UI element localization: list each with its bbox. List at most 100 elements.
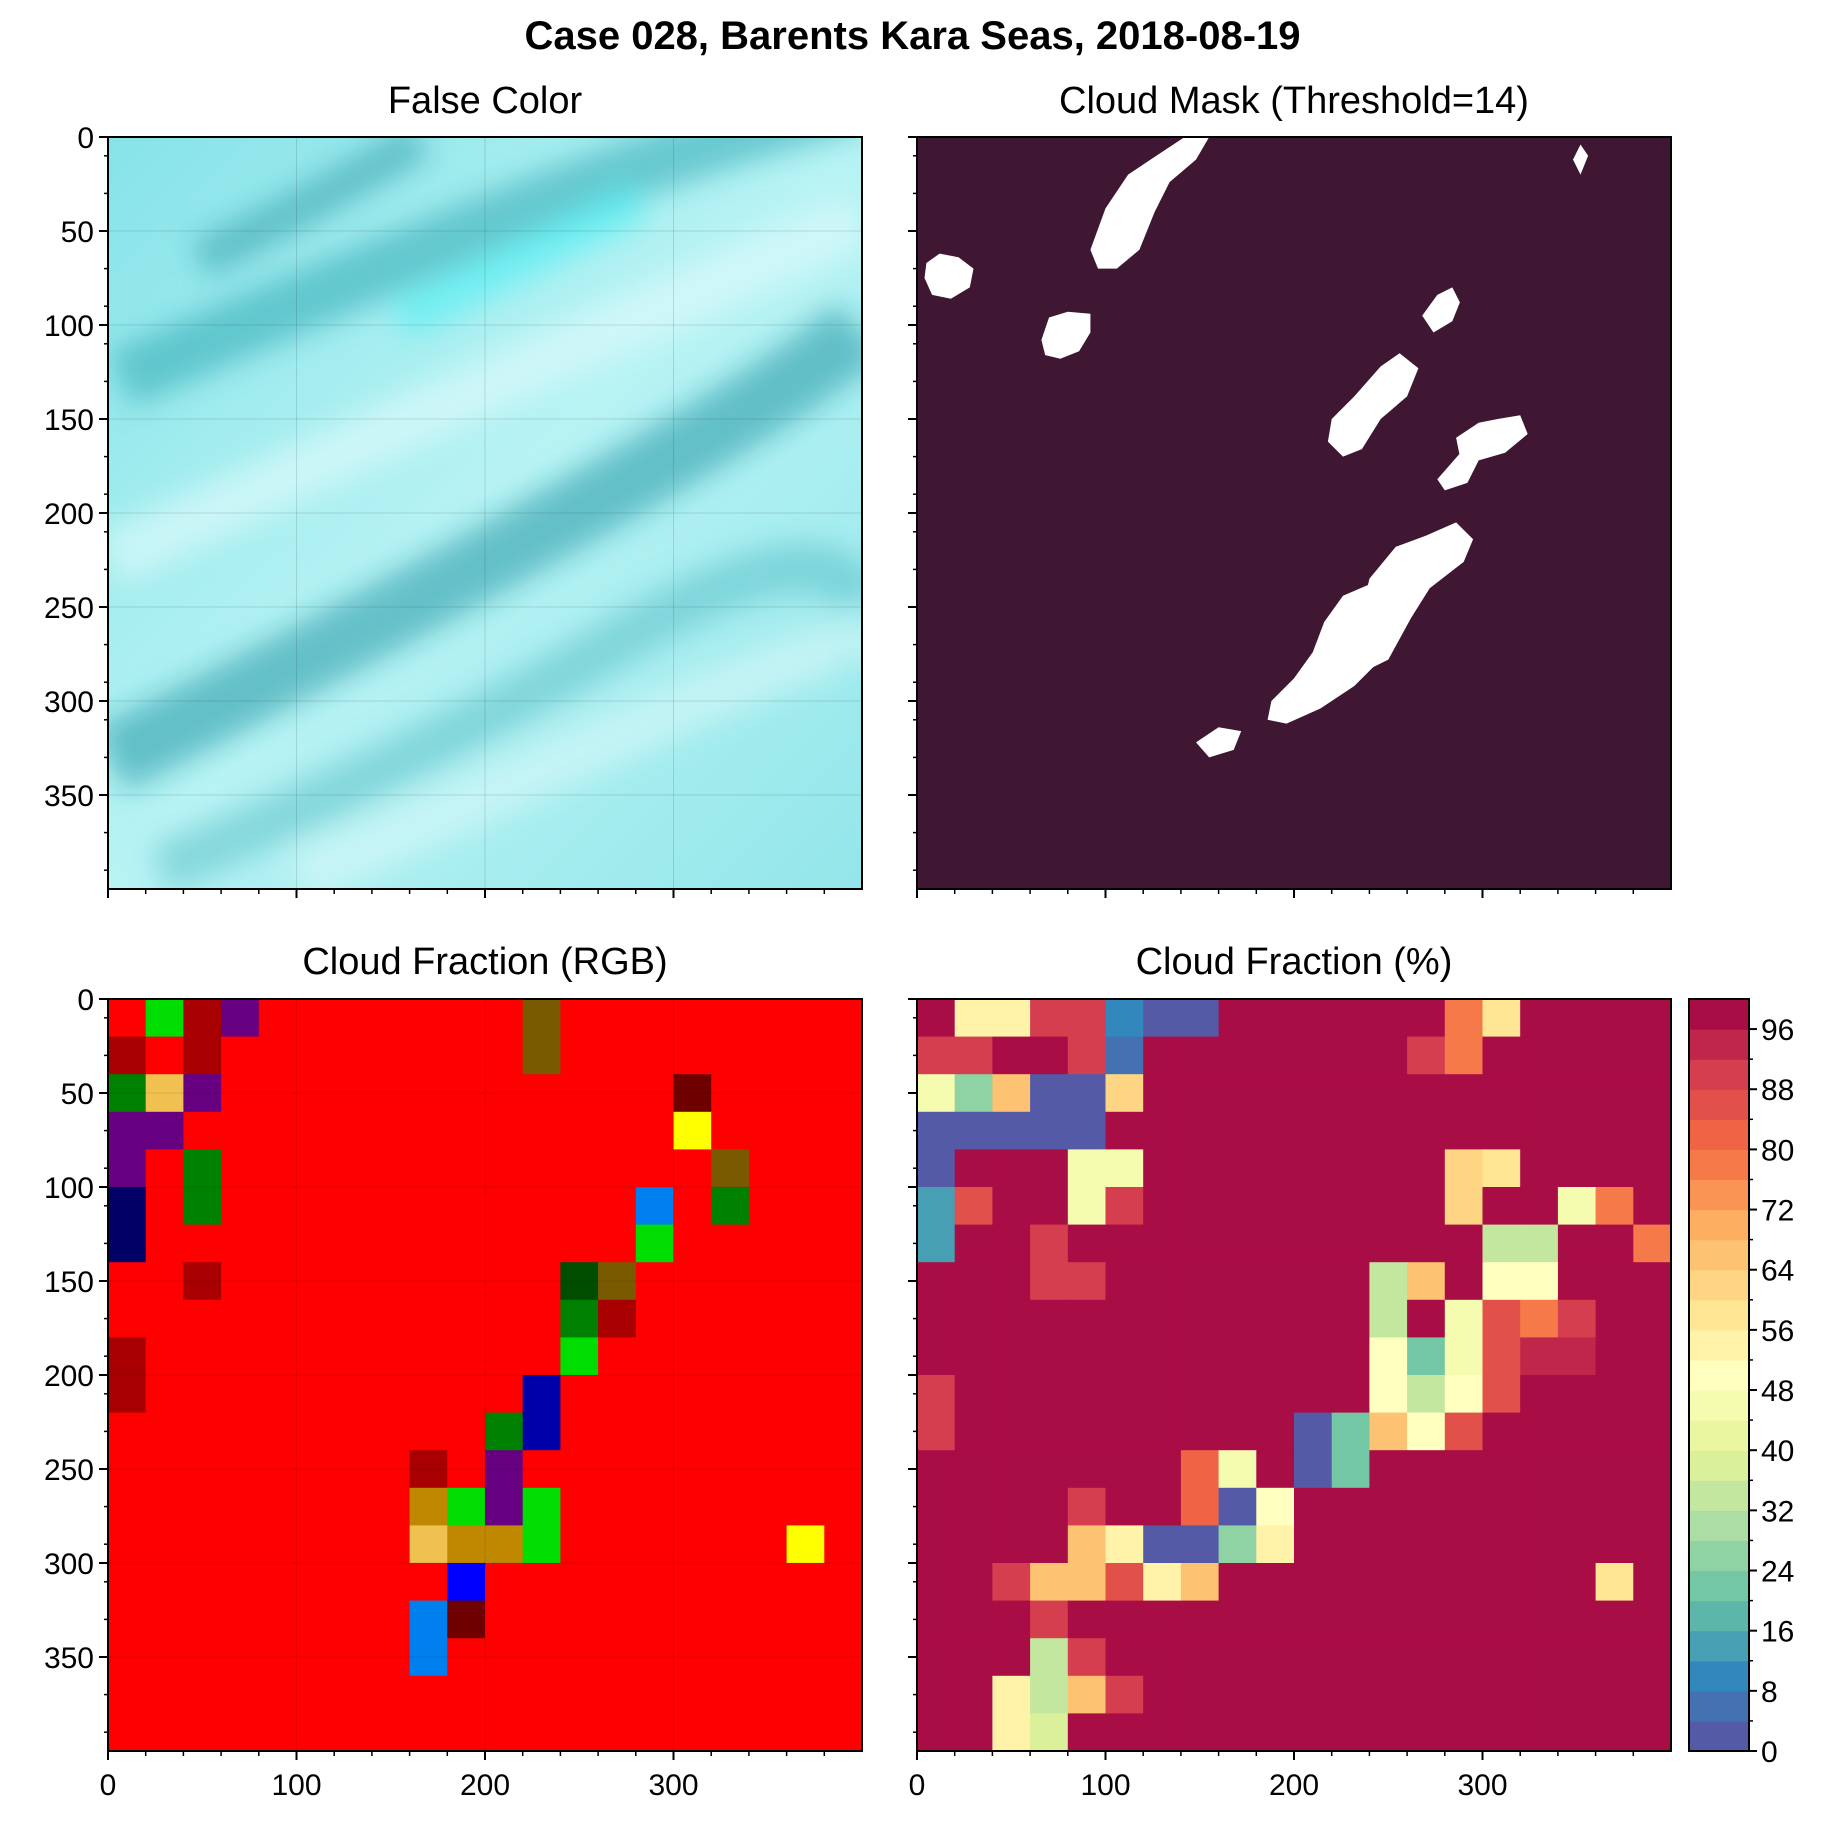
cf-pct-cell xyxy=(1369,1299,1408,1338)
cf-rgb-cell xyxy=(786,1638,825,1677)
cf-rgb-cell xyxy=(371,1036,411,1075)
cf-pct-cell xyxy=(917,1563,956,1602)
cf-rgb-cell xyxy=(635,1563,675,1602)
colorbar-segment xyxy=(1689,999,1749,1030)
cf-pct-cell xyxy=(1520,1337,1559,1376)
cf-rgb-cell xyxy=(598,1638,637,1677)
cf-pct-cell xyxy=(1407,1675,1446,1714)
cf-pct-cell xyxy=(1595,1262,1634,1301)
cf-pct-cell xyxy=(1595,1525,1634,1564)
cf-rgb-cell xyxy=(183,1036,222,1075)
cf-pct-cell xyxy=(1633,1600,1672,1639)
colorbar-tick-label: 40 xyxy=(1761,1435,1794,1468)
cf-pct-cell xyxy=(1331,1262,1370,1301)
cf-pct-cell xyxy=(1520,1036,1559,1075)
cf-pct-cell xyxy=(1218,1149,1257,1188)
colorbar-segment xyxy=(1689,1119,1749,1150)
cf-pct-cell xyxy=(1294,1224,1333,1263)
false-color-grid xyxy=(108,137,862,889)
cf-pct-cell xyxy=(1143,1563,1182,1602)
colorbar-segment xyxy=(1689,1510,1749,1542)
cf-rgb-cell xyxy=(824,999,863,1038)
cf-rgb-cell xyxy=(108,1375,147,1414)
cf-pct-cell xyxy=(954,1149,993,1188)
colorbar-segment xyxy=(1689,1660,1749,1692)
cf-pct-cell xyxy=(1294,1600,1333,1639)
cf-rgb-cell xyxy=(598,1299,637,1338)
cloud-mask-shapes xyxy=(924,137,1589,758)
cf-pct-cell xyxy=(1180,1224,1220,1263)
cf-pct-cell xyxy=(954,1262,993,1301)
cf-pct-cell xyxy=(992,1450,1031,1489)
cf-pct-cell xyxy=(1067,1450,1107,1489)
y-tick-label: 300 xyxy=(44,1548,94,1581)
cf-pct-cell xyxy=(1557,1074,1597,1113)
cf-pct-cell xyxy=(1520,1525,1559,1564)
cf-pct-cell xyxy=(1180,1074,1220,1113)
cf-rgb-cell xyxy=(560,1487,599,1526)
cf-rgb-cell xyxy=(598,1450,637,1489)
cf-pct-cell xyxy=(1105,1149,1144,1188)
cf-rgb-cell xyxy=(485,1074,524,1113)
colorbar-segment xyxy=(1689,1239,1749,1271)
cf-rgb-cell xyxy=(258,1600,298,1639)
cf-pct-cell xyxy=(1331,1563,1370,1602)
cf-pct-cell xyxy=(992,1675,1031,1714)
cf-rgb-cell xyxy=(334,1299,373,1338)
cf-rgb-cell xyxy=(635,1299,675,1338)
cf-pct-cell xyxy=(1256,1487,1295,1526)
cf-pct-cell xyxy=(1067,1375,1107,1414)
cf-rgb-cell xyxy=(560,1149,599,1188)
cf-rgb-cell xyxy=(748,1375,788,1414)
x-tick-label: 0 xyxy=(100,1769,117,1802)
cf-pct-cell xyxy=(1030,1600,1069,1639)
cf-rgb-cell xyxy=(485,1262,524,1301)
panel-title-cf-rgb: Cloud Fraction (RGB) xyxy=(302,941,668,983)
cf-pct-cell xyxy=(1218,1299,1257,1338)
cf-rgb-cell xyxy=(824,1713,863,1752)
cf-pct-cell xyxy=(1633,1224,1672,1263)
cf-rgb-cell xyxy=(371,1187,411,1226)
cf-rgb-cell xyxy=(108,1224,147,1263)
cf-pct-cell xyxy=(1557,1525,1597,1564)
figure-title: Case 028, Barents Kara Seas, 2018-08-19 xyxy=(524,14,1301,58)
cf-rgb-cell xyxy=(673,1412,712,1451)
cf-pct-cell xyxy=(1030,1036,1069,1075)
cf-rgb-cell xyxy=(560,1713,599,1752)
cf-rgb-cell xyxy=(748,1412,788,1451)
cf-rgb-cell xyxy=(447,1036,486,1075)
cf-rgb-cell xyxy=(824,1563,863,1602)
colorbar-segment xyxy=(1689,1329,1749,1361)
cf-pct-cell xyxy=(1218,1262,1257,1301)
cf-pct-cell xyxy=(1180,1111,1220,1150)
cf-pct-cell xyxy=(1482,1638,1521,1677)
cf-pct-cell xyxy=(1444,1375,1484,1414)
cf-rgb-cell xyxy=(258,1487,298,1526)
cf-pct-cell xyxy=(1557,1713,1597,1752)
cf-rgb-cell xyxy=(485,1224,524,1263)
cf-rgb-cell xyxy=(786,1450,825,1489)
cf-pct-cell xyxy=(1369,1450,1408,1489)
cf-pct-cell xyxy=(1595,999,1634,1038)
cf-rgb-cell xyxy=(296,1074,335,1113)
cf-rgb-cell xyxy=(635,1600,675,1639)
colorbar-segment xyxy=(1689,1209,1749,1241)
cf-rgb-cell xyxy=(334,1375,373,1414)
cf-rgb-cell xyxy=(635,1375,675,1414)
cf-pct-cell xyxy=(1180,1713,1220,1752)
cf-pct-cell xyxy=(1067,1149,1107,1188)
cf-pct-cell xyxy=(1143,1337,1182,1376)
cf-pct-cell xyxy=(1067,1412,1107,1451)
cf-pct-cell xyxy=(1294,1149,1333,1188)
cf-rgb-cell xyxy=(522,1074,561,1113)
cf-rgb-cell xyxy=(748,1525,788,1564)
cf-pct-cell xyxy=(1595,1299,1634,1338)
cf-pct-cell xyxy=(1633,1638,1672,1677)
cf-pct-cell xyxy=(1633,1713,1672,1752)
cf-pct-cell xyxy=(1180,1375,1220,1414)
cf-rgb-cell xyxy=(334,1262,373,1301)
cf-pct-cell xyxy=(954,1638,993,1677)
cf-pct-cell xyxy=(1444,1149,1484,1188)
cf-rgb-cell xyxy=(108,999,147,1038)
cf-rgb-cell xyxy=(371,1375,411,1414)
